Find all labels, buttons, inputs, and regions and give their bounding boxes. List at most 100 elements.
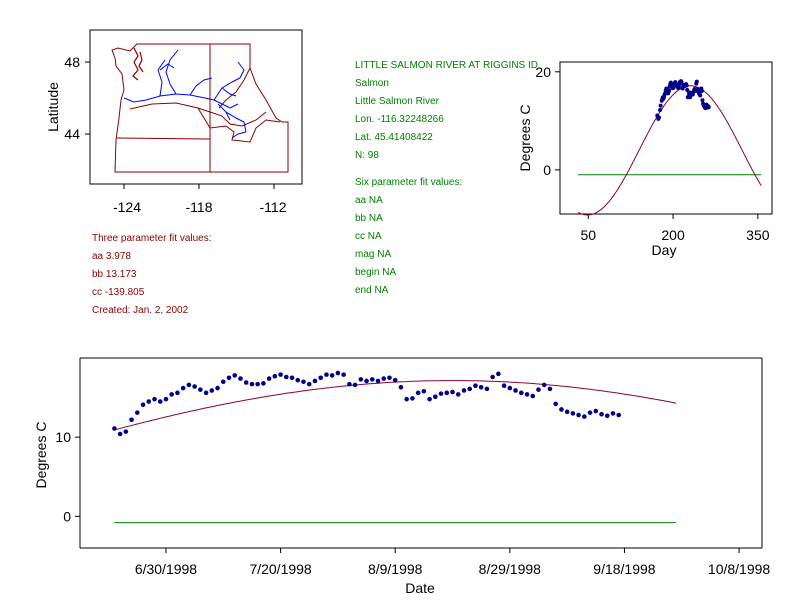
- map-xtick-label-124: -124: [113, 199, 141, 215]
- day-chart: Degrees C Day 0 20 50 200 350: [517, 61, 773, 258]
- site-info-line: Little Salmon River: [355, 96, 440, 107]
- three-param-line: Created: Jan. 2, 2002: [92, 305, 189, 316]
- data-point: [484, 386, 490, 392]
- data-point: [261, 381, 266, 386]
- map-puget-sound: [132, 47, 144, 81]
- site-info-block: LITTLE SALMON RIVER AT RIGGINS ID Salmon…: [355, 60, 538, 296]
- date-chart-xlabel: Date: [405, 580, 435, 596]
- six-param-line: mag NA: [355, 249, 391, 260]
- data-point: [226, 375, 232, 381]
- fit-curve: [114, 380, 677, 431]
- data-point: [209, 388, 215, 393]
- ytick-label: 0: [63, 508, 71, 524]
- six-param-title: Six parameter fit values:: [355, 177, 462, 188]
- xtick-label: 9/18/1998: [593, 561, 655, 577]
- site-info-line: Lon. -116.32248266: [355, 114, 444, 125]
- data-point: [576, 412, 581, 418]
- data-point: [501, 383, 507, 389]
- map-xtick-label-112: -112: [260, 199, 287, 215]
- data-point: [658, 108, 663, 113]
- map-state-borders: [111, 43, 289, 173]
- data-point: [175, 390, 180, 396]
- map-rivers: [123, 49, 247, 139]
- data-point: [232, 373, 238, 378]
- day-chart-ticks: 0 20 50 200 350: [535, 64, 769, 243]
- data-point: [667, 88, 672, 93]
- data-point: [398, 384, 404, 390]
- data-point: [152, 396, 157, 402]
- data-point: [301, 379, 306, 385]
- data-point: [135, 410, 140, 415]
- data-point: [694, 79, 699, 84]
- data-point: [438, 391, 444, 396]
- data-point: [375, 378, 381, 384]
- date-chart-lines: [114, 380, 677, 524]
- xtick-label: 7/20/1998: [249, 561, 311, 577]
- data-point: [238, 376, 243, 381]
- date-chart-ylabel: Degrees C: [33, 422, 49, 489]
- data-point: [369, 377, 375, 382]
- site-info-line: N: 98: [355, 150, 379, 161]
- data-point: [112, 426, 117, 431]
- data-point: [461, 388, 467, 393]
- xtick-label: 50: [580, 227, 596, 243]
- data-point: [306, 381, 312, 387]
- data-point: [587, 410, 593, 415]
- site-info-line: Lat. 45.41408422: [355, 132, 433, 143]
- data-point: [700, 98, 705, 103]
- data-point: [352, 382, 358, 388]
- xtick-label: 10/8/1998: [708, 561, 770, 577]
- data-point: [324, 372, 329, 377]
- three-param-line: cc -139.805: [92, 287, 145, 298]
- data-point: [699, 88, 704, 93]
- data-point: [415, 390, 421, 396]
- six-param-line: begin NA: [355, 267, 396, 278]
- data-point: [266, 376, 272, 381]
- day-chart-ylabel: Degrees C: [517, 105, 533, 172]
- date-chart: Degrees C Date 0 10 6/30/1998 7/20/1998 8/9/…: [33, 357, 770, 596]
- data-point: [203, 390, 209, 396]
- data-point: [329, 373, 335, 378]
- data-point: [541, 382, 547, 388]
- data-point: [421, 388, 427, 394]
- data-point: [467, 386, 473, 392]
- data-point: [169, 392, 174, 397]
- data-point: [123, 429, 129, 434]
- ytick-label: 20: [535, 64, 551, 80]
- data-point: [387, 375, 392, 381]
- data-point: [593, 408, 599, 414]
- day-chart-points: [655, 79, 711, 121]
- data-point: [341, 372, 346, 377]
- data-point: [284, 374, 289, 380]
- data-point: [610, 411, 616, 416]
- data-point: [129, 417, 134, 423]
- three-param-line: aa 3.978: [92, 251, 131, 262]
- data-point: [381, 376, 387, 381]
- data-point: [530, 393, 536, 399]
- data-point: [450, 389, 455, 395]
- data-point: [404, 396, 409, 402]
- data-point: [658, 103, 663, 108]
- date-chart-ticks: 0 10 6/30/1998 7/20/1998 8/9/1998 8/29/1998 9/…: [55, 429, 770, 577]
- data-point: [117, 431, 123, 437]
- data-point: [455, 392, 461, 397]
- three-param-title: Three parameter fit values:: [92, 233, 212, 244]
- data-point: [570, 411, 576, 416]
- six-param-line: cc NA: [355, 231, 382, 242]
- data-point: [249, 381, 255, 387]
- data-point: [478, 384, 484, 390]
- data-point: [444, 390, 450, 396]
- data-point: [679, 80, 684, 85]
- data-point: [163, 396, 169, 402]
- data-point: [473, 383, 478, 389]
- site-info-line: Salmon: [355, 78, 389, 89]
- data-point: [318, 375, 324, 381]
- data-point: [513, 388, 518, 393]
- data-point: [582, 414, 587, 419]
- data-point: [507, 385, 513, 391]
- ytick-label: 0: [543, 162, 551, 178]
- data-point: [192, 384, 197, 389]
- site-name: LITTLE SALMON RIVER AT RIGGINS ID: [355, 60, 538, 71]
- data-point: [186, 382, 192, 388]
- data-point: [180, 385, 186, 391]
